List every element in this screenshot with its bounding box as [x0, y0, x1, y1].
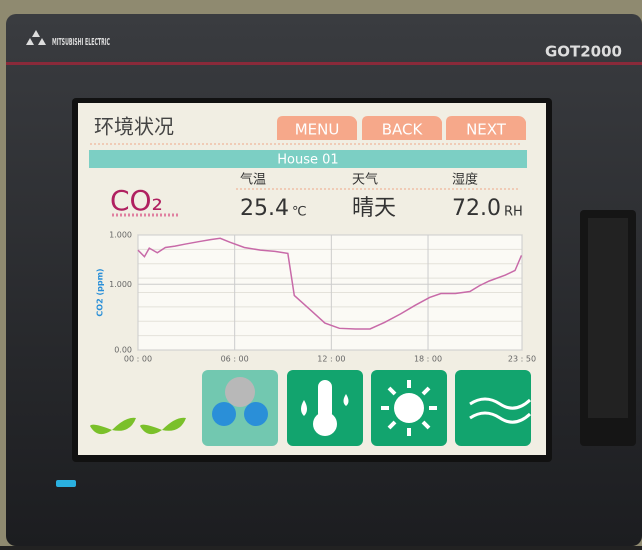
- model: GOT2000: [545, 43, 622, 61]
- house-label: House 01: [277, 153, 338, 168]
- reading-label: 湿度: [452, 172, 478, 188]
- y-tick-label: 0.00: [114, 346, 132, 355]
- screen-title: 环境状况: [94, 115, 174, 139]
- x-tick-label: 00 : 00: [124, 355, 152, 364]
- y-tick-label: 1.000: [109, 231, 132, 240]
- trim: [6, 62, 642, 65]
- button-label[interactable]: BACK: [382, 121, 424, 139]
- button-label[interactable]: NEXT: [466, 121, 507, 139]
- button-label[interactable]: MENU: [295, 121, 340, 139]
- reading-value: 72.0: [452, 196, 501, 221]
- reading-unit: ℃: [292, 205, 307, 220]
- y-axis-title: CO2 (ppm): [96, 268, 105, 316]
- power-led: [56, 480, 76, 487]
- reading-label: 天气: [352, 172, 378, 188]
- x-tick-label: 12 : 00: [317, 355, 345, 364]
- x-tick-label: 18 : 00: [414, 355, 442, 364]
- x-tick-label: 23 : 50: [508, 355, 536, 364]
- reading-unit: RH: [504, 205, 523, 220]
- x-tick-label: 06 : 00: [221, 355, 249, 364]
- y-tick-label: 1.000: [109, 280, 132, 289]
- brand: MITSUBISHI ELECTRIC: [52, 37, 110, 48]
- co2-label: CO₂: [110, 184, 163, 217]
- reading-label: 气温: [240, 172, 266, 188]
- device: MITSUBISHI ELECTRIC GOT2000 环境状况 House 0…: [0, 0, 642, 546]
- reading-value: 晴天: [352, 196, 396, 221]
- reading-value: 25.4: [240, 196, 289, 221]
- slot-cover: [588, 218, 628, 418]
